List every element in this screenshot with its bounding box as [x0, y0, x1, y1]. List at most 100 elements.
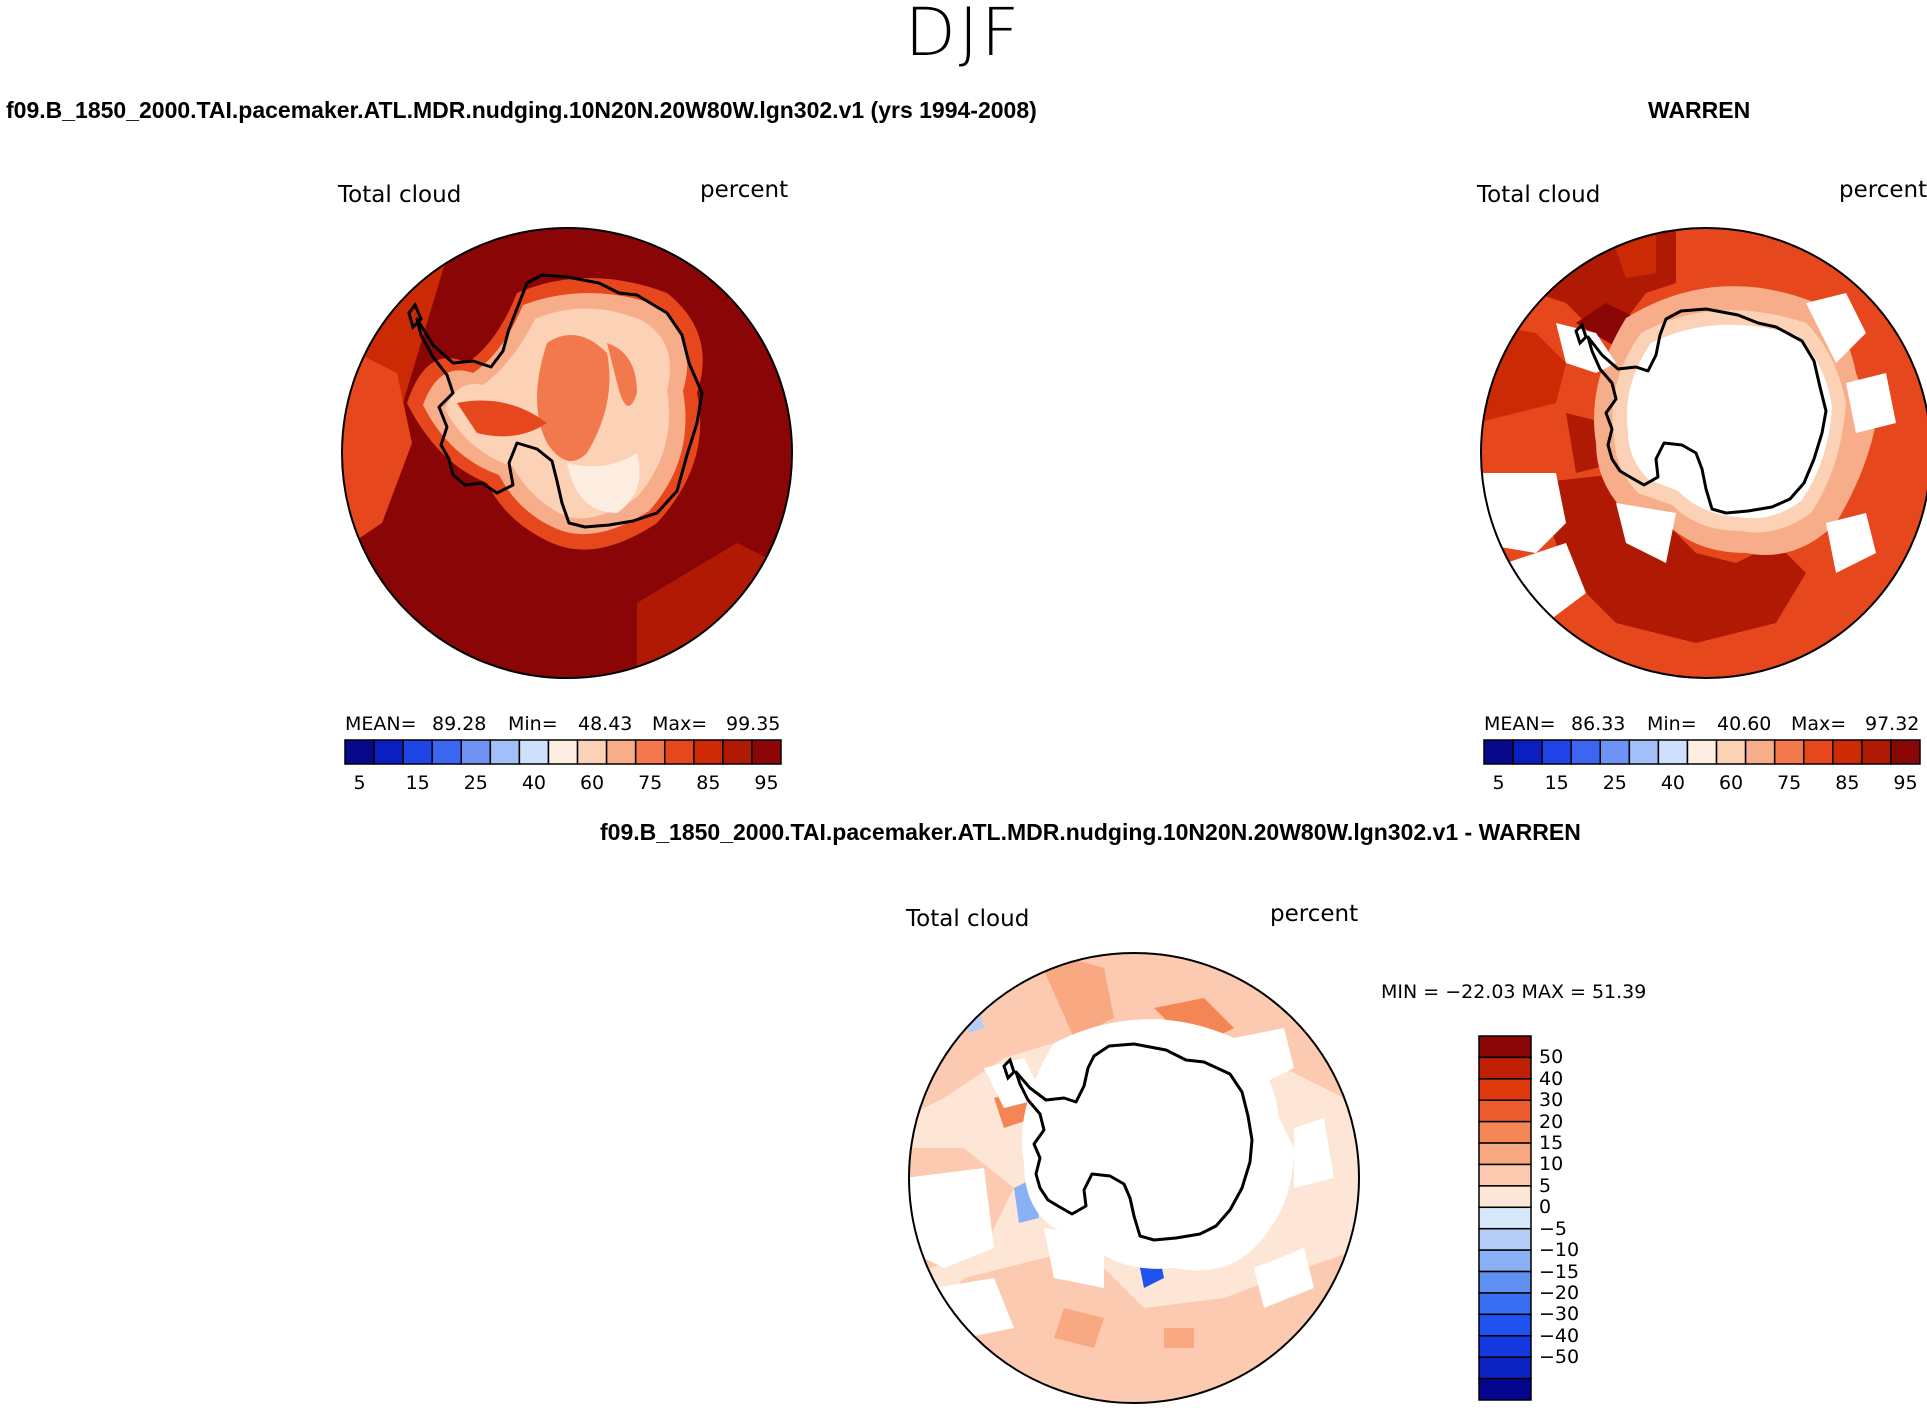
diff-colorbar-tick-label: 20 — [1539, 1110, 1564, 1133]
diff-colorbar-tick-label: 10 — [1539, 1153, 1564, 1176]
model-colorbar-swatch — [373, 739, 404, 765]
model-colorbar-swatch — [634, 739, 666, 765]
season-title: DJF — [904, 0, 1023, 71]
diff-colorbar-swatch — [1478, 1356, 1532, 1380]
obs-units-label: percent — [1839, 177, 1927, 203]
model-max-value: 99.35 — [726, 713, 781, 735]
diff-colorbar-tick-label: 5 — [1539, 1174, 1552, 1197]
model-colorbar-swatch — [751, 739, 782, 765]
obs-colorbar-swatch — [1861, 739, 1892, 765]
diff-colorbar-tick-label: 30 — [1539, 1089, 1564, 1112]
model-units-label: percent — [700, 177, 789, 203]
model-colorbar-swatch — [693, 739, 724, 765]
diff-colorbar-swatch — [1478, 1163, 1532, 1187]
model-colorbar-tick-label: 40 — [521, 772, 547, 794]
diff-colorbar-tick-label: −50 — [1539, 1346, 1580, 1369]
model-colorbar-tick-label: 25 — [463, 772, 488, 794]
diff-colorbar-swatch — [1478, 1292, 1532, 1316]
diff-colorbar-tick-label: 0 — [1539, 1196, 1552, 1219]
diff-minmax-label: MIN = −22.03 MAX = 51.39 — [1381, 981, 1647, 1003]
diff-colorbar-swatch — [1478, 1249, 1532, 1273]
obs-colorbar-swatch — [1541, 739, 1572, 765]
model-colorbar — [344, 739, 782, 765]
diff-colorbar-swatch — [1478, 1185, 1532, 1209]
model-colorbar-tick-label: 85 — [696, 772, 721, 794]
diff-colorbar-swatch — [1478, 1313, 1532, 1337]
obs-mean-value: 86.33 — [1571, 713, 1626, 735]
diff-colorbar-swatch — [1478, 1056, 1532, 1080]
obs-cloud-map — [1480, 227, 1927, 679]
obs-min-value: 40.60 — [1717, 713, 1772, 735]
obs-mean-label: MEAN= — [1484, 713, 1556, 735]
diff-cloud-map — [908, 952, 1360, 1404]
diff-units-label: percent — [1270, 901, 1359, 927]
diff-colorbar-tick-label: −15 — [1539, 1260, 1580, 1283]
obs-colorbar-swatch — [1570, 739, 1602, 765]
diff-colorbar-tick-label: 50 — [1539, 1046, 1564, 1069]
diff-colorbar-swatch — [1478, 1227, 1532, 1251]
obs-colorbar-tick-label: 75 — [1777, 772, 1802, 794]
model-panel-title: f09.B_1850_2000.TAI.pacemaker.ATL.MDR.nu… — [6, 97, 1037, 123]
model-colorbar-tick-label: 60 — [579, 772, 605, 794]
obs-colorbar-swatch — [1802, 739, 1834, 765]
model-colorbar-swatch — [605, 739, 637, 765]
obs-colorbar-tick-label: 40 — [1660, 772, 1686, 794]
obs-colorbar-swatch — [1657, 739, 1689, 765]
obs-colorbar-swatch — [1773, 739, 1805, 765]
model-mean-label: MEAN= — [345, 713, 417, 735]
model-mean-value: 89.28 — [432, 713, 487, 735]
diff-colorbar-swatch — [1478, 1120, 1532, 1144]
diff-colorbar-tick-label: 40 — [1539, 1067, 1564, 1090]
obs-colorbar-swatch — [1599, 739, 1631, 765]
diff-colorbar-tick-label: −5 — [1539, 1217, 1568, 1240]
model-colorbar-swatch — [518, 739, 550, 765]
model-max-label: Max= — [652, 713, 708, 735]
obs-colorbar-tick-label: 15 — [1544, 772, 1569, 794]
model-min-label: Min= — [508, 713, 558, 735]
obs-max-label: Max= — [1791, 713, 1847, 735]
model-colorbar-swatch — [460, 739, 492, 765]
model-colorbar-tick-label: 95 — [754, 772, 779, 794]
diff-variable-label: Total cloud — [906, 906, 1030, 932]
model-colorbar-swatch — [663, 739, 695, 765]
model-colorbar-tick-label: 5 — [353, 772, 366, 794]
diff-colorbar-swatch — [1478, 1270, 1532, 1294]
obs-min-label: Min= — [1647, 713, 1697, 735]
model-colorbar-swatch — [344, 739, 375, 765]
obs-variable-label: Total cloud — [1477, 182, 1601, 208]
diff-colorbar-swatch — [1478, 1335, 1532, 1358]
model-colorbar-tick-label: 15 — [405, 772, 430, 794]
diff-panel-title: f09.B_1850_2000.TAI.pacemaker.ATL.MDR.nu… — [600, 819, 1581, 845]
obs-colorbar-swatch — [1890, 739, 1921, 765]
diff-colorbar-swatch — [1478, 1142, 1532, 1166]
model-variable-label: Total cloud — [338, 182, 462, 208]
model-min-value: 48.43 — [578, 713, 633, 735]
obs-colorbar-swatch — [1715, 739, 1747, 765]
diff-colorbar-swatch — [1478, 1078, 1532, 1101]
model-colorbar-swatch — [576, 739, 608, 765]
diff-colorbar-tick-label: −20 — [1539, 1281, 1580, 1304]
diff-colorbar — [1478, 1035, 1532, 1401]
obs-max-value: 97.32 — [1865, 713, 1920, 735]
model-colorbar-swatch — [547, 739, 579, 765]
diff-colorbar-tick-label: −10 — [1539, 1239, 1580, 1262]
obs-colorbar-swatch — [1512, 739, 1543, 765]
diff-colorbar-tick-label: 15 — [1539, 1132, 1564, 1155]
model-colorbar-swatch — [431, 739, 463, 765]
model-colorbar-swatch — [722, 739, 753, 765]
model-cloud-map — [341, 227, 793, 679]
obs-colorbar-tick-label: 85 — [1835, 772, 1860, 794]
diff-colorbar-tick-label: −30 — [1539, 1303, 1580, 1326]
obs-colorbar-tick-label: 5 — [1492, 772, 1505, 794]
model-colorbar-swatch — [402, 739, 433, 765]
obs-colorbar — [1483, 739, 1921, 765]
obs-colorbar-tick-label: 95 — [1893, 772, 1918, 794]
diff-colorbar-swatch — [1478, 1377, 1532, 1401]
obs-panel-title: WARREN — [1648, 97, 1751, 123]
obs-colorbar-swatch — [1628, 739, 1660, 765]
model-colorbar-swatch — [489, 739, 521, 765]
obs-colorbar-swatch — [1483, 739, 1514, 765]
diff-colorbar-tick-label: −40 — [1539, 1324, 1580, 1347]
obs-colorbar-swatch — [1686, 739, 1718, 765]
obs-colorbar-tick-label: 60 — [1718, 772, 1744, 794]
